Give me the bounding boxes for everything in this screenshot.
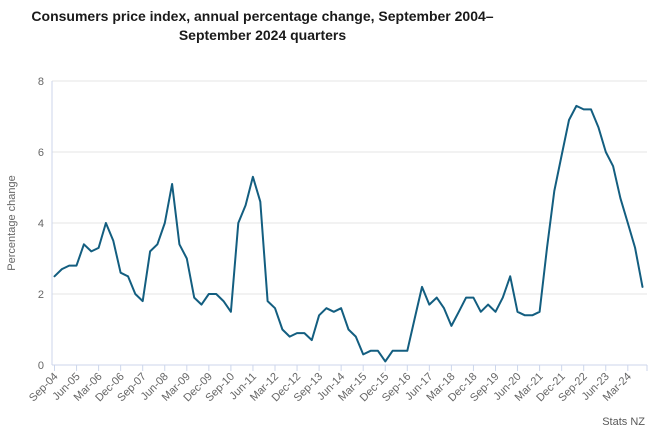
y-axis-label: 8 <box>38 76 44 88</box>
y-axis-title: Percentage change <box>6 175 18 270</box>
axis-lines <box>51 81 647 366</box>
y-axis-label: 0 <box>38 360 44 372</box>
y-axis-label: 4 <box>38 218 44 230</box>
y-gridlines <box>52 80 647 295</box>
y-axis-label: 2 <box>38 289 44 301</box>
y-axis-label: 6 <box>38 147 44 159</box>
cpi-series-line <box>53 104 644 363</box>
source-credit: Stats NZ <box>602 416 645 428</box>
y-axis-labels: 0 2 4 6 8 <box>38 76 44 372</box>
x-axis-labels: Sep-04Jun-05Mar-06Dec-06Sep-07Jun-08Mar-… <box>27 371 634 405</box>
chart-title: Consumers price index, annual percentage… <box>31 8 494 43</box>
x-axis-ticks <box>54 365 648 371</box>
